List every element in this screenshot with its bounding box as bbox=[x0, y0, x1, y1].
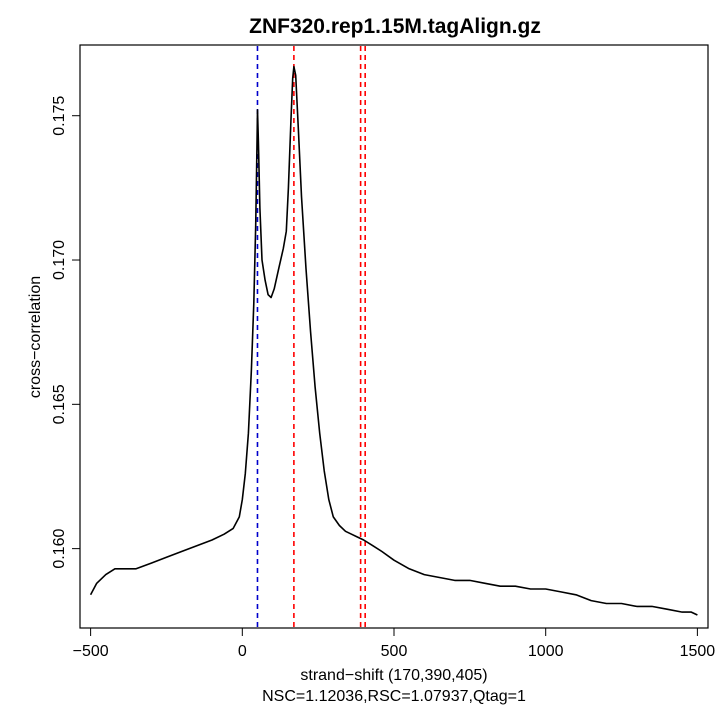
y-tick-label: 0.160 bbox=[51, 529, 68, 569]
x-axis: −500 0 500 1000 1500 bbox=[73, 627, 716, 660]
y-tick-label: 0.175 bbox=[51, 96, 68, 136]
x-tick-label: −500 bbox=[73, 643, 109, 660]
series-group bbox=[89, 65, 698, 616]
chart-subtitle: NSC=1.12036,RSC=1.07937,Qtag=1 bbox=[262, 688, 526, 705]
y-axis: 0.160 0.165 0.170 0.175 bbox=[51, 96, 81, 569]
y-tick-label: 0.170 bbox=[51, 240, 68, 280]
chart-title: ZNF320.rep1.15M.tagAlign.gz bbox=[249, 15, 541, 38]
x-tick-label: 1000 bbox=[528, 643, 564, 660]
x-tick-label: 500 bbox=[381, 643, 408, 660]
x-axis-label: strand−shift (170,390,405) bbox=[300, 667, 487, 684]
y-tick-label: 0.165 bbox=[51, 384, 68, 424]
reference-lines bbox=[256, 46, 366, 627]
y-axis-label: cross−correlation bbox=[27, 276, 44, 398]
x-tick-label: 1500 bbox=[680, 643, 716, 660]
cross-correlation-line bbox=[89, 65, 698, 616]
plot-frame bbox=[79, 44, 709, 629]
x-tick-label: 0 bbox=[238, 643, 247, 660]
